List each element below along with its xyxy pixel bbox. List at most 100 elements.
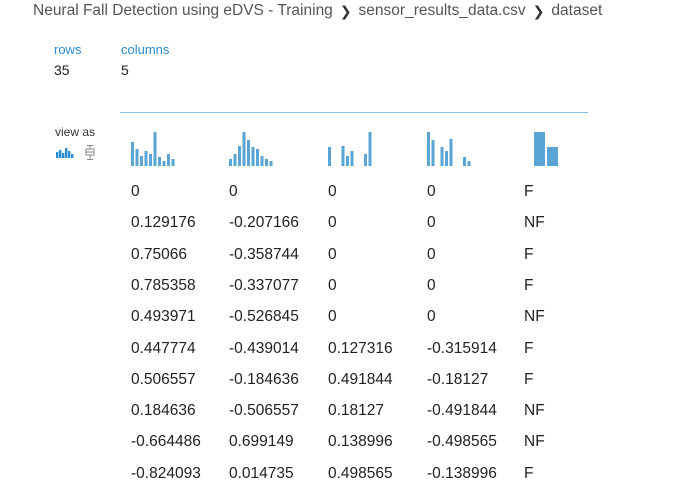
table-cell: -0.337077: [229, 277, 299, 294]
histogram-bar: [238, 146, 241, 166]
histogram-bar: [167, 154, 170, 166]
table-cell: 0.129176: [131, 214, 196, 231]
table-cell: 0: [328, 277, 337, 294]
histogram-bar: [256, 149, 259, 166]
histogram-bar: [269, 161, 273, 166]
histogram-bar: [140, 156, 143, 166]
table-cell: 0: [328, 183, 337, 200]
table-cell: -0.184636: [229, 371, 299, 388]
breadcrumb-file[interactable]: sensor_results_data.csv: [358, 2, 526, 19]
histogram-bar: [153, 132, 157, 166]
table-cell: NF: [524, 308, 545, 325]
table-cell: -0.18127: [427, 371, 489, 388]
table-cell: 0.184636: [131, 402, 196, 419]
table-cell: NF: [524, 214, 545, 231]
rows-summary: rows 35: [54, 42, 81, 78]
table-cell: -0.439014: [229, 340, 299, 357]
columns-summary: columns 5: [121, 42, 169, 78]
breadcrumb: Neural Fall Detection using eDVS - Train…: [33, 2, 602, 20]
histogram-bar: [260, 156, 264, 166]
table-cell: 0: [427, 214, 436, 231]
table-cell: 0: [328, 308, 337, 325]
table-cell: -0.824093: [131, 465, 201, 482]
table-cell: -0.138996: [427, 465, 497, 482]
histogram-bar: [328, 147, 331, 166]
table-cell: 0.493971: [131, 308, 196, 325]
histogram-bar: [341, 146, 345, 166]
column-2-histogram[interactable]: [229, 132, 279, 166]
table-cell: 0: [427, 277, 436, 294]
table-cell: -0.207166: [229, 214, 299, 231]
table-cell: 0.18127: [328, 402, 385, 419]
column-4-histogram[interactable]: [427, 132, 477, 166]
histogram-bar: [233, 154, 237, 166]
table-cell: F: [524, 371, 534, 388]
view-as-label: view as: [55, 125, 96, 139]
histogram-bar: [431, 140, 435, 166]
table-cell: -0.358744: [229, 246, 299, 263]
table-cell: 0: [131, 183, 140, 200]
view-as-toggle: [55, 145, 95, 160]
histogram-bar: [149, 154, 152, 166]
table-cell: F: [524, 340, 534, 357]
boxplot-icon[interactable]: [85, 145, 95, 160]
table-cell: NF: [524, 433, 545, 450]
histogram-bar: [162, 161, 166, 166]
table-cell: 0: [427, 246, 436, 263]
histogram-bar: [440, 147, 444, 166]
table-cell: 0.498565: [328, 465, 393, 482]
rows-value: 35: [54, 62, 70, 78]
histogram-bar: [229, 159, 232, 166]
histogram-icon[interactable]: [55, 145, 75, 158]
histogram-bar: [144, 151, 148, 166]
table-cell: F: [524, 465, 534, 482]
histogram-bar: [135, 149, 139, 166]
histogram-bar: [251, 147, 255, 166]
histogram-bar: [346, 156, 349, 166]
table-cell: 0: [229, 183, 238, 200]
rows-label: rows: [54, 42, 82, 57]
table-cell: -0.526845: [229, 308, 299, 325]
histogram-bar: [171, 159, 175, 166]
column-3-histogram[interactable]: [328, 132, 378, 166]
histogram-bar: [534, 132, 545, 166]
breadcrumb-experiment[interactable]: Neural Fall Detection using eDVS - Train…: [33, 2, 333, 19]
table-cell: 0.699149: [229, 433, 294, 450]
histogram-bar: [449, 139, 453, 166]
histogram-bar: [364, 154, 367, 166]
column-5-histogram[interactable]: [534, 132, 564, 166]
table-cell: F: [524, 183, 534, 200]
table-cell: 0.491844: [328, 371, 393, 388]
header-divider: [120, 112, 588, 113]
table-cell: 0: [328, 246, 337, 263]
histogram-bar: [265, 159, 268, 166]
table-cell: F: [524, 246, 534, 263]
histogram-bar: [547, 147, 558, 166]
breadcrumb-separator-icon: ❯: [339, 2, 352, 19]
table-cell: 0: [427, 183, 436, 200]
table-cell: -0.664486: [131, 433, 201, 450]
table-cell: 0.785358: [131, 277, 196, 294]
table-cell: 0: [427, 308, 436, 325]
columns-label: columns: [121, 42, 170, 57]
table-cell: -0.498565: [427, 433, 497, 450]
histogram-bar: [368, 132, 372, 166]
histogram-bar: [445, 151, 448, 166]
table-cell: 0.138996: [328, 433, 393, 450]
breadcrumb-separator-icon: ❯: [532, 2, 545, 19]
table-cell: NF: [524, 402, 545, 419]
histogram-bar: [350, 151, 354, 166]
column-1-histogram[interactable]: [131, 132, 181, 166]
table-cell: 0.447774: [131, 340, 196, 357]
table-cell: 0.014735: [229, 465, 294, 482]
table-cell: 0.506557: [131, 371, 196, 388]
histogram-bar: [463, 157, 466, 166]
table-cell: -0.506557: [229, 402, 299, 419]
histogram-bar: [131, 142, 134, 166]
table-cell: -0.315914: [427, 340, 497, 357]
histogram-bar: [467, 161, 471, 166]
table-cell: 0.127316: [328, 340, 393, 357]
breadcrumb-current: dataset: [551, 2, 603, 19]
table-cell: -0.491844: [427, 402, 497, 419]
histogram-bar: [242, 132, 246, 166]
